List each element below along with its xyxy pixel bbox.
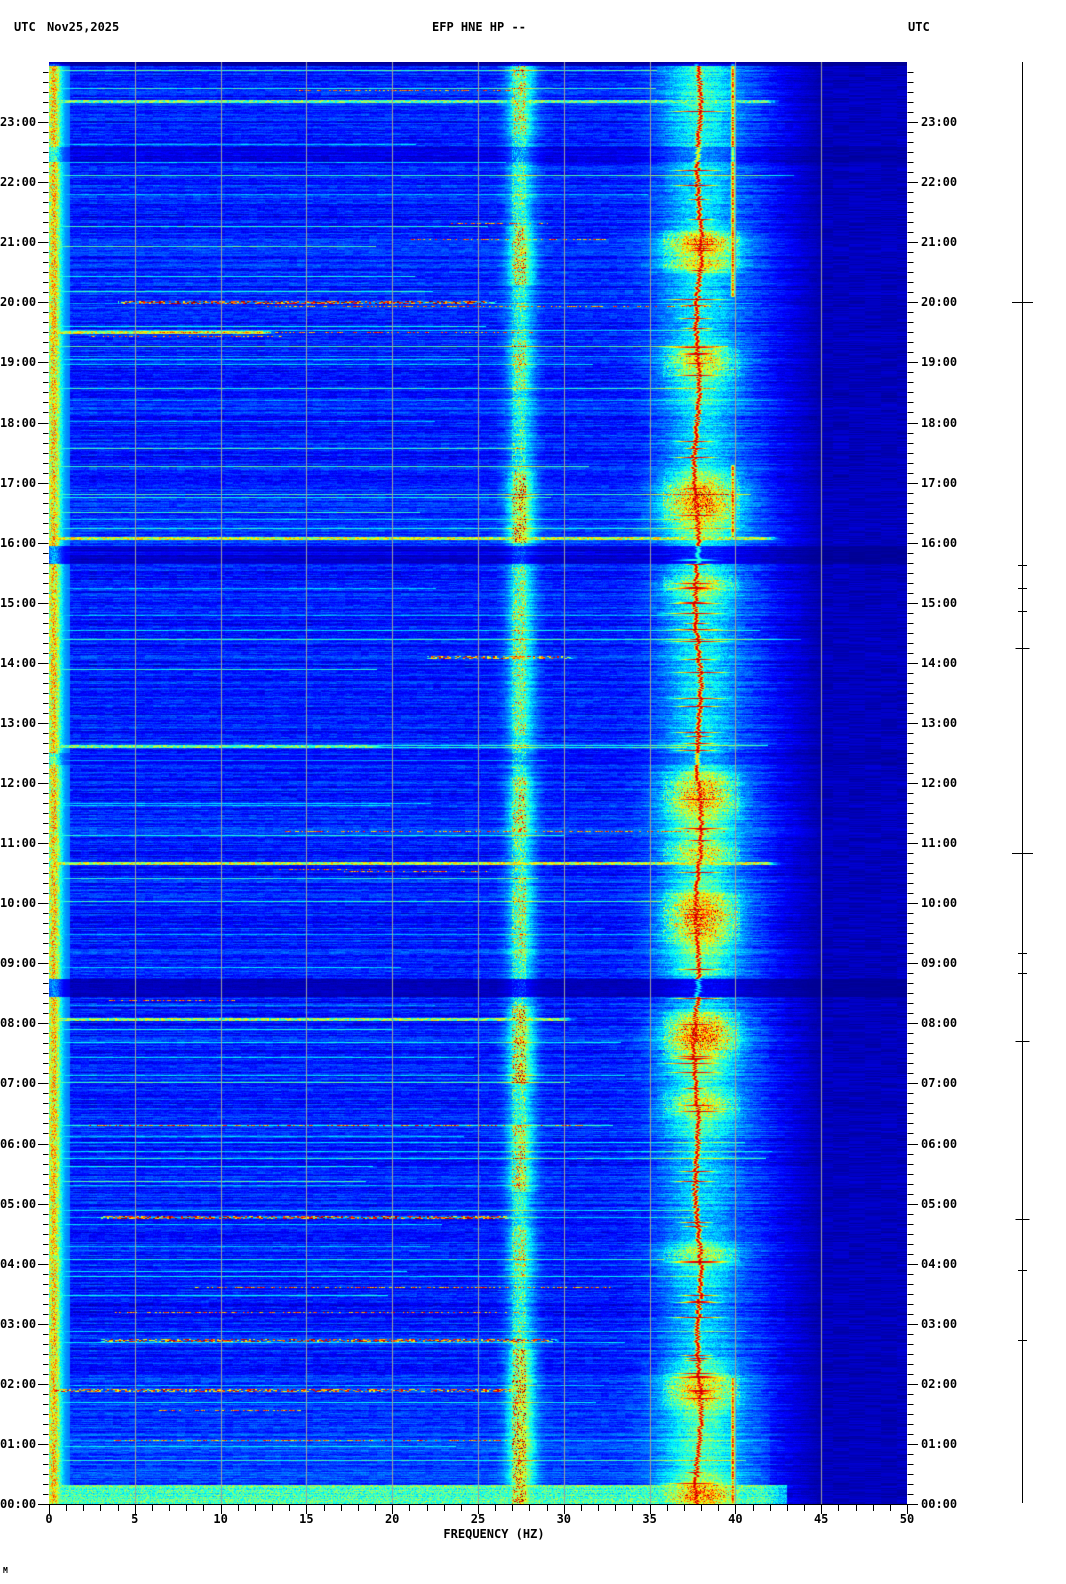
- header-utc-left: UTC: [14, 20, 36, 34]
- time-label-right-17:00: 17:00: [921, 475, 958, 490]
- time-label-left-14:00: 14:00: [0, 655, 37, 670]
- time-label-right-05:00: 05:00: [921, 1196, 958, 1211]
- freq-label-50: 50: [899, 1512, 915, 1526]
- corner-glyph: M: [3, 1566, 8, 1575]
- time-label-right-16:00: 16:00: [921, 535, 958, 550]
- freq-label-20: 20: [384, 1512, 400, 1526]
- freq-label-0: 0: [45, 1512, 53, 1526]
- freq-label-5: 5: [131, 1512, 139, 1526]
- freq-label-25: 25: [470, 1512, 486, 1526]
- time-label-right-07:00: 07:00: [921, 1076, 958, 1091]
- time-label-right-03:00: 03:00: [921, 1316, 958, 1331]
- time-label-left-18:00: 18:00: [0, 415, 37, 430]
- time-label-right-22:00: 22:00: [921, 175, 958, 190]
- time-label-right-13:00: 13:00: [921, 715, 958, 730]
- freq-label-15: 15: [299, 1512, 314, 1526]
- time-label-left-20:00: 20:00: [0, 295, 37, 310]
- time-label-left-03:00: 03:00: [0, 1316, 37, 1331]
- time-label-right-04:00: 04:00: [921, 1256, 958, 1271]
- freq-label-40: 40: [728, 1512, 743, 1526]
- time-label-right-10:00: 10:00: [921, 896, 958, 911]
- time-label-right-19:00: 19:00: [921, 355, 958, 370]
- time-label-right-02:00: 02:00: [921, 1376, 958, 1391]
- time-label-left-16:00: 16:00: [0, 535, 37, 550]
- time-label-left-19:00: 19:00: [0, 355, 37, 370]
- time-label-left-13:00: 13:00: [0, 715, 37, 730]
- time-label-right-01:00: 01:00: [921, 1436, 958, 1451]
- time-label-left-08:00: 08:00: [0, 1016, 37, 1031]
- time-label-left-22:00: 22:00: [0, 175, 37, 190]
- frequency-axis-title: FREQUENCY (HZ): [443, 1527, 545, 1541]
- freq-label-45: 45: [813, 1512, 829, 1526]
- time-label-left-06:00: 06:00: [0, 1136, 37, 1151]
- time-label-right-00:00: 00:00: [921, 1497, 958, 1511]
- time-label-right-20:00: 20:00: [921, 295, 958, 310]
- time-label-right-12:00: 12:00: [921, 776, 958, 790]
- time-label-left-09:00: 09:00: [0, 956, 37, 971]
- time-label-left-15:00: 15:00: [0, 595, 37, 610]
- time-label-left-01:00: 01:00: [0, 1436, 37, 1451]
- freq-label-10: 10: [213, 1512, 228, 1526]
- time-label-right-14:00: 14:00: [921, 655, 958, 670]
- time-label-left-10:00: 10:00: [0, 896, 37, 911]
- time-label-right-11:00: 11:00: [921, 836, 958, 851]
- time-label-right-06:00: 06:00: [921, 1136, 958, 1151]
- time-label-right-21:00: 21:00: [921, 235, 958, 250]
- time-label-right-08:00: 08:00: [921, 1016, 958, 1031]
- header-utc-right: UTC: [908, 20, 930, 34]
- time-label-left-17:00: 17:00: [0, 475, 37, 490]
- time-label-left-11:00: 11:00: [0, 836, 37, 851]
- time-label-left-23:00: 23:00: [0, 115, 37, 130]
- freq-label-35: 35: [642, 1512, 657, 1526]
- header-date: Nov25,2025: [47, 20, 120, 34]
- time-label-left-04:00: 04:00: [0, 1256, 37, 1271]
- time-label-left-21:00: 21:00: [0, 235, 37, 250]
- spectrogram-canvas: [49, 62, 907, 1504]
- time-label-left-07:00: 07:00: [0, 1076, 37, 1091]
- time-label-left-05:00: 05:00: [0, 1196, 37, 1211]
- freq-label-30: 30: [556, 1512, 572, 1526]
- time-label-right-23:00: 23:00: [921, 115, 958, 130]
- time-label-right-15:00: 15:00: [921, 595, 958, 610]
- time-label-right-09:00: 09:00: [921, 956, 958, 971]
- page-title: EFP HNE HP --: [432, 20, 526, 34]
- time-label-right-18:00: 18:00: [921, 415, 958, 430]
- time-label-left-12:00: 12:00: [0, 776, 37, 790]
- time-label-left-02:00: 02:00: [0, 1376, 37, 1391]
- time-label-left-00:00: 00:00: [0, 1497, 37, 1511]
